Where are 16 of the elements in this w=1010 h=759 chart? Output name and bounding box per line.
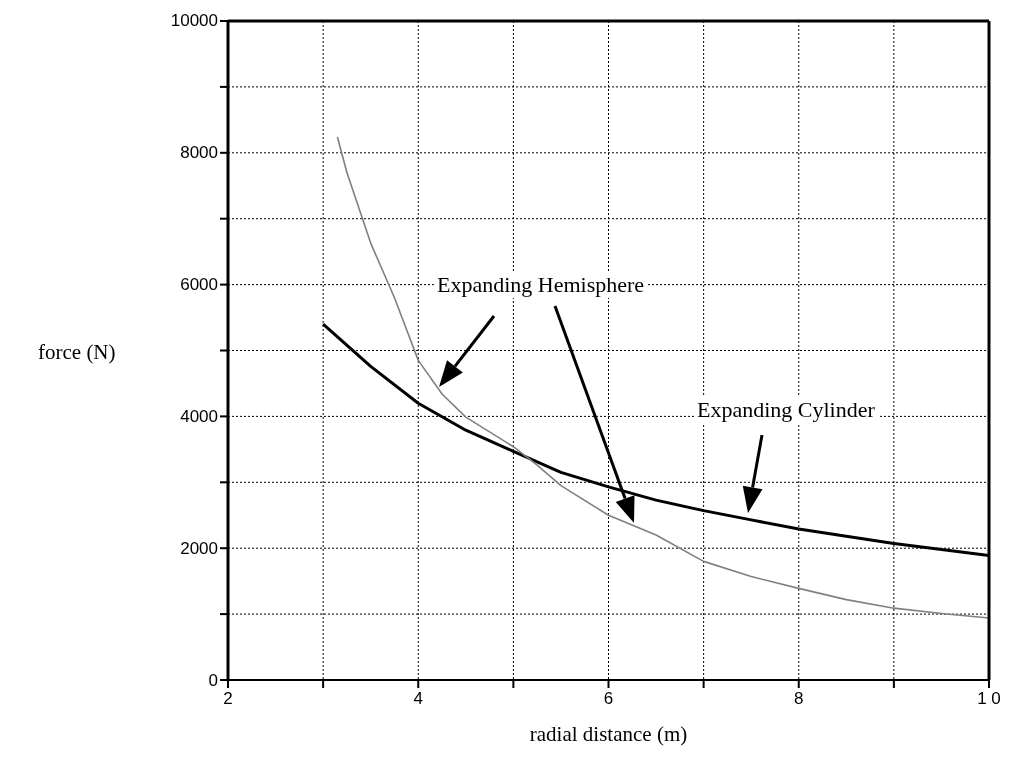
y-tick-label: 8000	[180, 143, 218, 162]
x-tick-label: 6	[603, 689, 614, 708]
x-axis-title: radial distance (m)	[529, 722, 688, 746]
y-tick-label: 6000	[180, 275, 218, 294]
y-tick-label: 2000	[180, 539, 218, 558]
x-tick-label: 4	[413, 689, 423, 708]
x-tick-label: 2	[223, 689, 233, 708]
y-tick-label: 4000	[180, 407, 218, 426]
x-tick-label: 1 0	[977, 689, 1001, 708]
annotation: Expanding Hemisphere	[434, 272, 648, 298]
line-series	[336, 136, 989, 619]
y-tick-label: 10000	[170, 11, 218, 30]
y-tick-label: 0	[208, 671, 218, 690]
x-tick-label: 8	[794, 689, 804, 708]
y-axis-title: force (N)	[38, 340, 116, 365]
annotation: Expanding Cylinder	[694, 397, 878, 423]
